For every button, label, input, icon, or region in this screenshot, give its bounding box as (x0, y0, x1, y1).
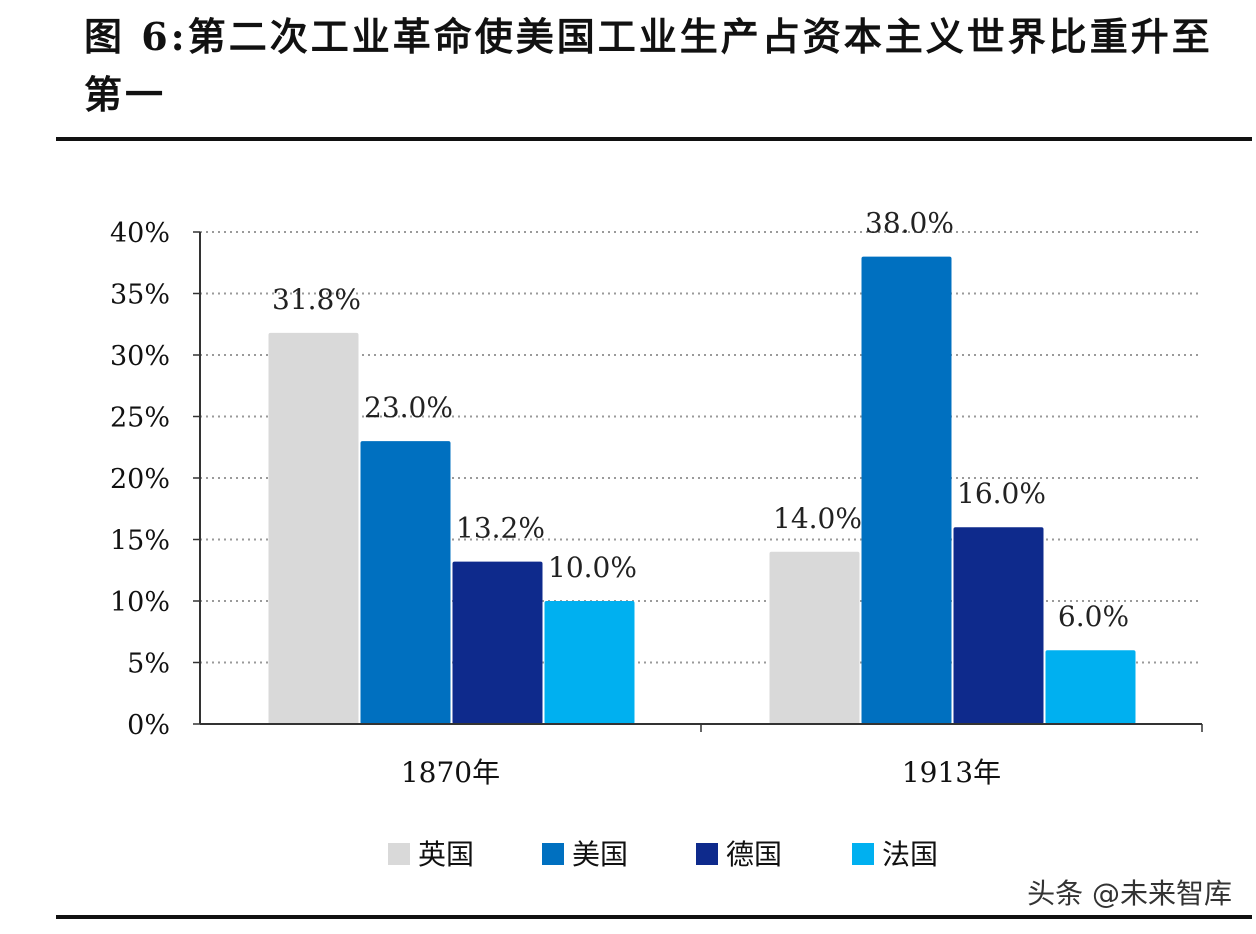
y-tick-label: 10% (110, 587, 170, 618)
data-label: 16.0% (957, 477, 1046, 510)
y-tick-label: 5% (127, 649, 170, 680)
top-rule (56, 137, 1252, 141)
chart-title: 图 6:第二次工业革命使美国工业生产占资本主义世界比重升至第一 (84, 14, 1213, 117)
legend-label: 法国 (882, 838, 938, 871)
legend-swatch (852, 843, 874, 865)
data-label: 31.8% (272, 283, 361, 316)
bars: 31.8% 23.0% 13.2%10.0% 14.0% 38.0% 16.0% 6.0% (268, 207, 1136, 724)
x-tick-label: 1870年 (401, 756, 500, 789)
legend-swatch (696, 843, 718, 865)
x-axis: 1870年 1913年 (200, 723, 1203, 789)
bar (360, 441, 451, 724)
legend-swatch (388, 843, 410, 865)
bar (1045, 650, 1136, 724)
bar (861, 256, 952, 724)
legend-label: 美国 (572, 838, 628, 871)
legend: 英国 美国 德国 法国 (388, 838, 938, 871)
bottom-rule (56, 915, 1252, 919)
bar (953, 527, 1044, 724)
watermark: 头条 @未来智库 (1027, 877, 1232, 910)
bar (452, 561, 543, 724)
bar (268, 332, 359, 724)
data-label: 10.0% (548, 551, 637, 584)
y-axis: 0% 5% 10% 15% 20% 25% 30% 35% 40% (110, 218, 201, 741)
y-tick-label: 35% (110, 280, 170, 311)
data-label: 6.0% (1058, 600, 1129, 633)
legend-label: 德国 (726, 838, 782, 871)
data-label: 38.0% (865, 207, 954, 240)
data-label: 14.0% (773, 502, 862, 535)
bar-chart: 0% 5% 10% 15% 20% 25% 30% 35% 40% 31.8% 23.0% 13.2… (110, 207, 1203, 871)
y-tick-label: 25% (110, 403, 170, 434)
y-tick-label: 40% (110, 218, 170, 249)
y-tick-label: 20% (110, 464, 170, 495)
legend-label: 英国 (418, 838, 474, 871)
data-label: 23.0% (364, 391, 453, 424)
y-tick-label: 30% (110, 341, 170, 372)
bar (769, 551, 860, 724)
y-tick-label: 15% (110, 526, 170, 557)
legend-swatch (542, 843, 564, 865)
y-tick-label: 0% (127, 710, 170, 741)
x-tick-label: 1913年 (902, 756, 1001, 789)
data-label: 13.2% (456, 512, 545, 545)
bar (544, 601, 635, 724)
